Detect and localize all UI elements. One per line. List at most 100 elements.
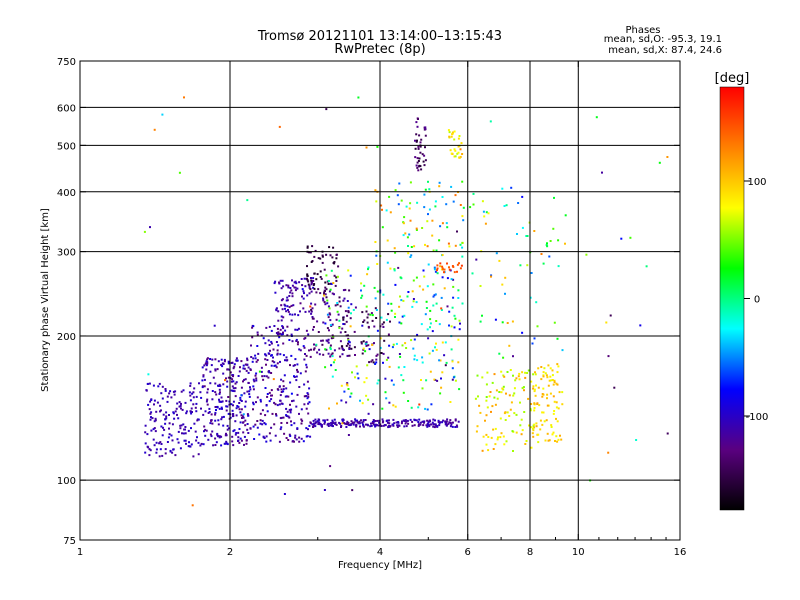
data-point — [298, 386, 301, 388]
data-point — [397, 203, 400, 206]
data-point — [226, 428, 229, 431]
data-point — [280, 426, 283, 429]
data-point — [287, 439, 290, 441]
data-point — [243, 443, 245, 446]
data-point — [214, 444, 217, 446]
data-point — [158, 455, 161, 458]
data-point — [452, 376, 455, 379]
data-point — [528, 424, 530, 427]
data-point — [205, 364, 208, 367]
data-point — [171, 451, 174, 454]
data-point — [515, 413, 518, 416]
data-point — [401, 315, 404, 318]
data-point — [245, 442, 248, 445]
data-point — [240, 386, 243, 389]
data-point — [276, 349, 279, 352]
data-point — [184, 439, 187, 442]
data-point — [324, 281, 327, 284]
data-point — [323, 292, 325, 295]
stats-heading: Phases — [625, 25, 660, 36]
data-point — [525, 235, 528, 237]
data-point — [515, 431, 518, 434]
data-point — [401, 344, 404, 347]
data-point — [398, 182, 401, 185]
data-point — [189, 399, 192, 402]
data-point — [333, 293, 335, 296]
data-point — [526, 235, 529, 237]
data-point — [432, 249, 435, 252]
data-point — [296, 393, 299, 396]
data-point — [178, 401, 181, 404]
data-point — [210, 364, 213, 367]
data-point — [448, 135, 451, 138]
data-point — [338, 326, 341, 329]
data-point — [448, 310, 451, 313]
data-point — [542, 262, 545, 265]
data-point — [439, 265, 442, 268]
data-point — [537, 386, 540, 389]
data-point — [475, 258, 478, 261]
data-point — [245, 439, 248, 442]
data-point — [511, 320, 514, 323]
data-point — [324, 293, 327, 296]
data-point — [389, 320, 391, 323]
data-point — [147, 446, 150, 449]
data-point — [300, 422, 303, 425]
data-point — [441, 371, 444, 374]
data-point — [216, 432, 219, 435]
data-point — [154, 419, 157, 422]
data-point — [511, 430, 514, 433]
data-point — [220, 418, 223, 421]
data-point — [218, 398, 220, 401]
data-point — [278, 440, 281, 443]
data-point — [338, 421, 341, 424]
data-point — [331, 256, 334, 259]
data-point — [419, 421, 422, 424]
data-point — [432, 304, 435, 307]
data-point — [298, 436, 301, 439]
data-point — [476, 425, 479, 428]
data-point — [555, 417, 557, 420]
data-point — [332, 336, 335, 339]
data-point — [278, 281, 280, 284]
data-point — [252, 385, 255, 388]
data-point — [347, 342, 349, 345]
data-point — [259, 422, 262, 425]
data-point — [412, 300, 415, 303]
x-tick-label: 6 — [465, 547, 471, 558]
data-point — [666, 156, 669, 158]
data-point — [310, 312, 313, 315]
data-point — [381, 421, 384, 424]
data-point — [153, 399, 156, 402]
data-point — [341, 419, 344, 422]
data-point — [259, 400, 262, 403]
data-point — [205, 368, 208, 371]
data-point — [386, 239, 389, 242]
data-point — [222, 383, 225, 386]
data-point — [514, 379, 517, 382]
data-point — [292, 399, 295, 402]
data-point — [306, 294, 309, 297]
data-point — [341, 327, 344, 330]
data-point — [296, 363, 299, 366]
data-point — [505, 440, 508, 443]
data-point — [412, 279, 415, 282]
data-point — [282, 342, 285, 345]
data-point — [318, 353, 321, 356]
data-point — [317, 418, 320, 421]
data-point — [405, 347, 408, 349]
data-point — [410, 254, 413, 257]
data-point — [183, 439, 186, 442]
data-point — [217, 423, 220, 426]
data-point — [242, 380, 244, 383]
data-point — [455, 424, 458, 427]
data-point — [297, 314, 300, 317]
data-point — [309, 422, 312, 425]
data-point — [179, 424, 182, 427]
data-point — [512, 394, 515, 397]
data-point — [335, 276, 338, 279]
data-point — [382, 424, 385, 427]
data-point — [495, 389, 498, 392]
data-point — [451, 421, 454, 424]
